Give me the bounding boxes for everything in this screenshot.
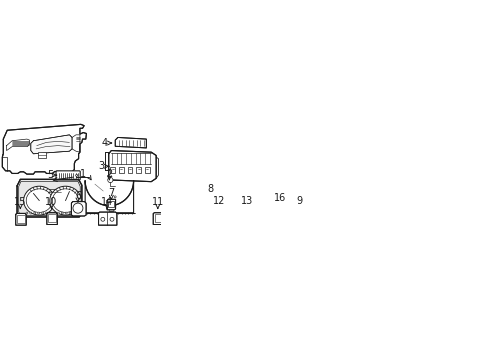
- Polygon shape: [108, 150, 156, 182]
- Ellipse shape: [73, 203, 83, 213]
- Ellipse shape: [110, 217, 114, 221]
- Text: 8: 8: [207, 184, 213, 194]
- Bar: [48, 189, 61, 196]
- Text: 15: 15: [14, 197, 26, 207]
- Polygon shape: [115, 138, 146, 148]
- Bar: [262, 189, 266, 192]
- Bar: [17, 215, 25, 223]
- Polygon shape: [259, 178, 310, 202]
- Ellipse shape: [49, 212, 51, 214]
- Bar: [108, 201, 114, 207]
- Ellipse shape: [114, 196, 116, 198]
- FancyBboxPatch shape: [56, 171, 80, 180]
- Text: 10: 10: [45, 197, 58, 207]
- Bar: [203, 202, 209, 206]
- Text: 6: 6: [75, 191, 81, 201]
- Ellipse shape: [38, 212, 40, 214]
- Ellipse shape: [61, 212, 63, 214]
- Polygon shape: [153, 213, 163, 225]
- Ellipse shape: [34, 212, 36, 214]
- Bar: [119, 167, 123, 173]
- Polygon shape: [47, 213, 57, 225]
- Polygon shape: [19, 181, 80, 215]
- Ellipse shape: [52, 189, 79, 212]
- Text: 11: 11: [151, 197, 163, 207]
- Ellipse shape: [26, 189, 52, 212]
- Bar: [262, 181, 266, 184]
- Polygon shape: [99, 212, 117, 225]
- Text: 9: 9: [296, 195, 302, 206]
- Polygon shape: [201, 193, 220, 211]
- Text: 5: 5: [47, 170, 54, 180]
- Text: 13: 13: [240, 196, 252, 206]
- Text: 7: 7: [108, 188, 114, 198]
- Bar: [38, 152, 45, 158]
- Bar: [48, 214, 56, 222]
- Ellipse shape: [53, 212, 55, 214]
- Ellipse shape: [101, 217, 104, 221]
- Ellipse shape: [23, 186, 55, 215]
- Ellipse shape: [57, 212, 59, 214]
- Polygon shape: [71, 202, 86, 216]
- Polygon shape: [16, 213, 26, 225]
- Ellipse shape: [65, 212, 67, 214]
- Bar: [269, 181, 303, 198]
- Ellipse shape: [107, 177, 113, 183]
- Text: 1: 1: [80, 169, 85, 179]
- Bar: [110, 167, 115, 173]
- Polygon shape: [107, 199, 115, 210]
- Polygon shape: [214, 208, 224, 225]
- Polygon shape: [85, 181, 133, 213]
- Polygon shape: [17, 179, 81, 217]
- Ellipse shape: [45, 212, 47, 214]
- Bar: [295, 213, 304, 221]
- Text: 3: 3: [98, 161, 104, 171]
- Polygon shape: [293, 211, 305, 224]
- Polygon shape: [241, 214, 253, 224]
- Ellipse shape: [26, 212, 28, 214]
- Ellipse shape: [76, 175, 78, 176]
- Ellipse shape: [69, 212, 71, 214]
- Bar: [262, 185, 266, 188]
- Polygon shape: [2, 124, 86, 174]
- Text: 12: 12: [212, 195, 224, 206]
- Text: 2: 2: [106, 169, 112, 179]
- Ellipse shape: [50, 186, 81, 215]
- Text: 4: 4: [101, 138, 107, 148]
- Ellipse shape: [41, 212, 43, 214]
- Polygon shape: [31, 135, 72, 154]
- Bar: [203, 195, 209, 200]
- Bar: [136, 167, 141, 173]
- Ellipse shape: [30, 212, 32, 214]
- Text: 16: 16: [274, 193, 286, 203]
- Bar: [127, 167, 132, 173]
- Bar: [145, 167, 149, 173]
- Text: 14: 14: [101, 197, 113, 207]
- Bar: [154, 214, 162, 222]
